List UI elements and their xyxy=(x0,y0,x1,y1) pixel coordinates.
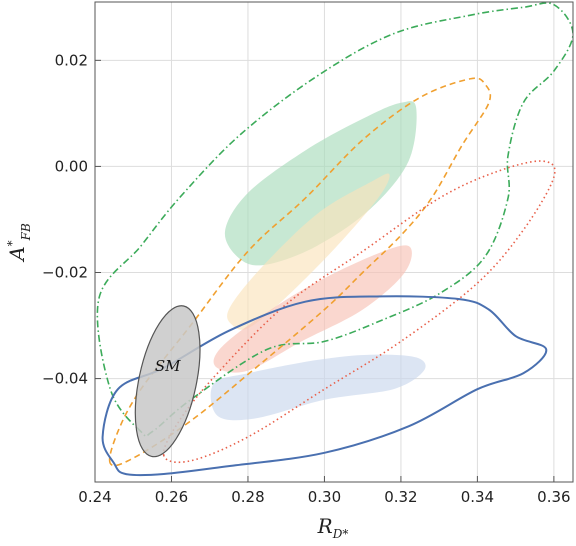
sm-ellipse-group: SM xyxy=(134,305,201,458)
x-tick-label-1: 0.26 xyxy=(155,488,188,506)
y-tick-label-1: −0.02 xyxy=(42,263,88,281)
filled-region-1 xyxy=(227,173,390,330)
x-tick-label-3: 0.30 xyxy=(308,488,341,506)
y-axis-title-main: A xyxy=(5,246,29,262)
y-tick-labels: −0.04 −0.02 0.00 0.02 xyxy=(42,51,88,387)
plot-frame xyxy=(94,1,574,483)
contour-dotted-2 xyxy=(162,160,556,464)
y-tick-label-0: −0.04 xyxy=(42,370,88,388)
x-tick-labels: 0.24 0.26 0.28 0.30 0.32 0.34 0.36 xyxy=(78,488,570,506)
x-axis-title-main: R xyxy=(317,514,333,538)
contour-dashed-1 xyxy=(108,77,492,467)
y-axis-title-sup: * xyxy=(5,240,19,246)
filled-region-2 xyxy=(213,245,412,373)
x-axis-title: RD* xyxy=(317,514,349,541)
filled-region-3 xyxy=(210,354,426,421)
y-tick-label-3: 0.02 xyxy=(55,51,88,69)
sm-ellipse xyxy=(134,305,201,458)
x-tick-label-6: 0.36 xyxy=(537,488,570,506)
y-tick-label-2: 0.00 xyxy=(55,157,88,175)
x-tick-label-0: 0.24 xyxy=(78,488,111,506)
x-tick-label-4: 0.32 xyxy=(384,488,417,506)
x-tick-label-5: 0.34 xyxy=(461,488,494,506)
ticks xyxy=(94,59,555,482)
sm-label: SM xyxy=(155,357,181,375)
x-tick-label-2: 0.28 xyxy=(231,488,264,506)
y-axis-title: A*FB xyxy=(5,223,33,263)
y-axis-title-sub: FB xyxy=(19,223,33,241)
x-axis-title-sub: D* xyxy=(332,527,349,541)
